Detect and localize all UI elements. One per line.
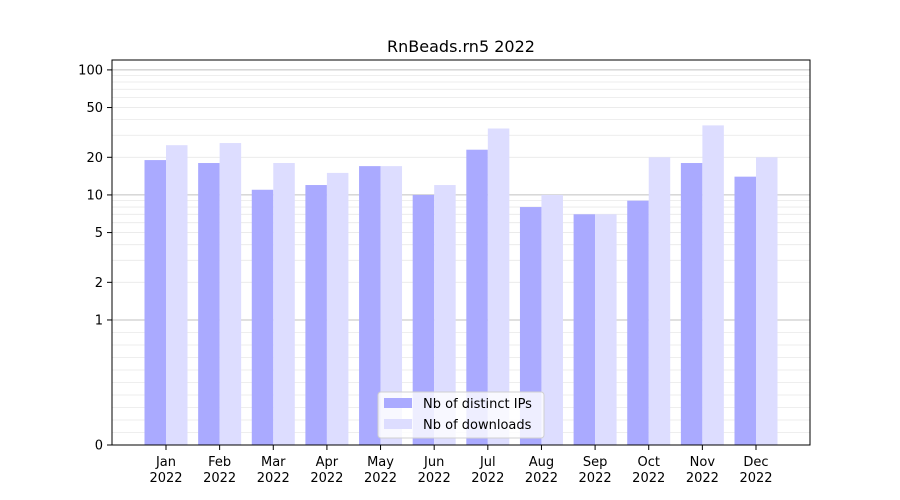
x-tick-label-year: 2022 xyxy=(364,471,397,486)
x-tick-label-year: 2022 xyxy=(310,471,343,486)
legend-box xyxy=(377,391,545,439)
x-tick-label-year: 2022 xyxy=(579,471,612,486)
bar-downloads xyxy=(273,163,295,445)
bar-downloads xyxy=(326,172,349,445)
bar-ips xyxy=(573,214,596,445)
bar-downloads xyxy=(219,143,242,445)
legend-label: Nb of distinct IPs xyxy=(423,397,532,412)
x-tick-label-month: Oct xyxy=(637,455,659,470)
bars xyxy=(144,125,778,446)
bar-downloads xyxy=(487,128,510,445)
y-tick-label: 0 xyxy=(95,439,103,454)
bar-ips xyxy=(359,166,381,445)
x-tick-label-month: Dec xyxy=(743,455,768,470)
y-tick-label: 50 xyxy=(86,101,103,116)
chart-title: RnBeads.rn5 2022 xyxy=(387,37,535,56)
legend-label: Nb of downloads xyxy=(423,418,532,433)
x-tick-label-year: 2022 xyxy=(739,471,772,486)
bar-downloads xyxy=(434,185,456,445)
x-axis: Jan2022Feb2022Mar2022Apr2022May2022Jun20… xyxy=(149,445,773,486)
y-tick-label: 5 xyxy=(95,226,103,241)
y-tick-label: 20 xyxy=(86,151,103,166)
y-axis: 0 1 2 5 10 20 50 100 xyxy=(78,63,112,454)
bar-ips xyxy=(251,189,274,445)
x-tick-label-year: 2022 xyxy=(257,471,290,486)
bar-downloads xyxy=(756,157,778,445)
y-tick-label: 100 xyxy=(78,63,103,78)
x-tick-label-year: 2022 xyxy=(686,471,719,486)
legend-swatch xyxy=(384,419,412,429)
x-tick-label-month: Jul xyxy=(479,455,496,470)
x-tick-label-year: 2022 xyxy=(418,471,451,486)
bar-ips xyxy=(519,207,542,445)
y-tick-label: 10 xyxy=(86,188,103,203)
bar-ips xyxy=(734,176,756,445)
x-tick-label-month: Sep xyxy=(583,455,608,470)
x-tick-label-year: 2022 xyxy=(525,471,558,486)
bar-ips xyxy=(412,194,435,445)
bar-downloads xyxy=(595,214,617,445)
bar-downloads xyxy=(380,166,403,445)
y-tick-label: 2 xyxy=(95,276,103,291)
legend: Nb of distinct IPs Nb of downloads xyxy=(377,391,545,439)
x-tick-label-year: 2022 xyxy=(149,471,182,486)
bar-ips xyxy=(627,200,649,445)
x-tick-label-month: Aug xyxy=(529,455,554,470)
bar-ips xyxy=(305,185,327,445)
bar-downloads xyxy=(702,125,724,445)
bar-ips xyxy=(680,163,703,445)
bar-ips xyxy=(466,149,488,446)
x-tick-label-year: 2022 xyxy=(203,471,236,486)
y-tick-label: 1 xyxy=(95,313,103,328)
bar-downloads xyxy=(541,194,563,445)
bar-ips xyxy=(144,160,166,445)
x-tick-label-month: Feb xyxy=(208,455,231,470)
bar-downloads xyxy=(648,157,671,445)
x-tick-label-year: 2022 xyxy=(632,471,665,486)
bar-downloads xyxy=(166,145,188,445)
x-tick-label-month: Mar xyxy=(261,455,286,470)
bar-ips xyxy=(198,163,220,445)
x-tick-label-month: Jan xyxy=(155,455,176,470)
x-tick-label-month: Apr xyxy=(316,455,339,470)
legend-swatch xyxy=(384,398,412,408)
plot-frame xyxy=(111,59,811,446)
x-tick-label-year: 2022 xyxy=(471,471,504,486)
x-tick-label-month: May xyxy=(367,455,394,470)
x-tick-label-month: Nov xyxy=(690,455,716,470)
x-tick-label-month: Jun xyxy=(423,455,444,470)
